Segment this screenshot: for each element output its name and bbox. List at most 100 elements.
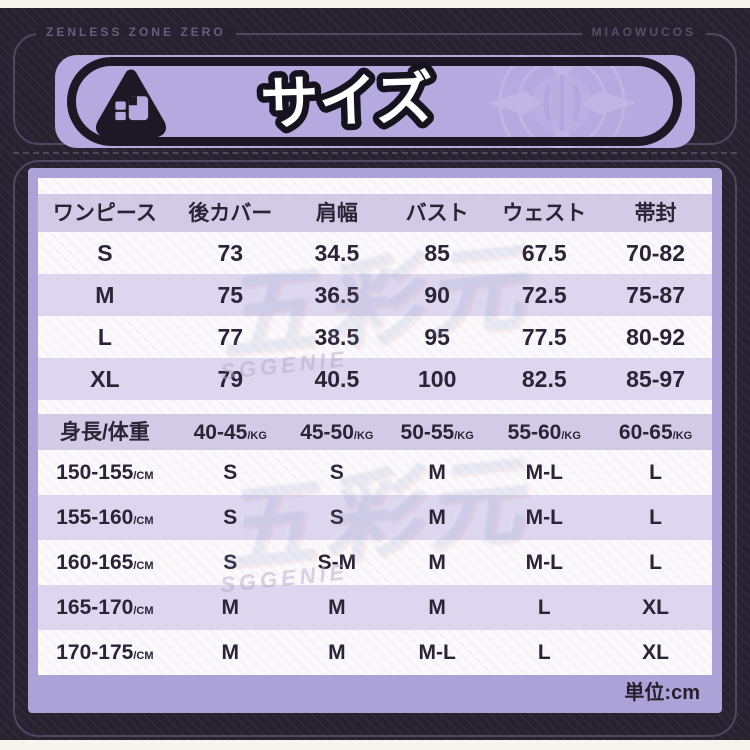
fit-size: M: [428, 596, 446, 619]
col-header-height-weight: 身長/体重: [59, 420, 150, 444]
value: 79: [217, 365, 244, 392]
table-row-size-xl: XL 79 40.5 100 82.5 85-97: [38, 358, 712, 400]
height-range: 155-160/CM: [38, 507, 172, 528]
value: 36.5: [314, 281, 360, 308]
height-value: 160-165: [56, 551, 134, 574]
value: 85-97: [626, 365, 685, 392]
unit-cm: /CM: [133, 650, 154, 662]
value: 77: [217, 323, 244, 350]
fit-size: M: [221, 641, 240, 664]
fit-size: M-L: [418, 641, 456, 664]
fit-size: M: [428, 551, 446, 574]
fit-size: M: [328, 596, 346, 619]
page-title: サイズ: [260, 66, 434, 137]
unit-kg: /KG: [561, 429, 581, 442]
fit-size: M-L: [525, 506, 563, 529]
height-range: 170-175/CM: [38, 642, 172, 663]
col-header-weight-range: 60-65/KG: [599, 422, 712, 443]
value: 70-82: [626, 239, 685, 266]
table-frame-outline: [13, 160, 737, 737]
fit-size: M-L: [525, 551, 563, 574]
page-title-svg: サイズ: [253, 60, 440, 144]
size-label: M: [95, 281, 115, 308]
fit-size: L: [649, 506, 662, 529]
col-header-shoulder: 肩幅: [315, 201, 358, 225]
size-label: XL: [90, 365, 120, 392]
fit-size: S: [223, 551, 238, 574]
fit-size: M: [328, 641, 346, 664]
page-edge-bottom: [0, 740, 750, 750]
unit-kg: /KG: [353, 429, 374, 442]
unit-cm: /CM: [133, 560, 154, 572]
fit-size: S: [223, 461, 238, 484]
unit-note: 単位:cm: [624, 682, 700, 704]
fit-size: S: [329, 461, 344, 484]
value: 85: [424, 239, 450, 266]
unit-kg: /KG: [454, 429, 474, 442]
fit-row-170-175: 170-175/CM M M M-L L XL: [38, 630, 712, 675]
weight-range: 60-65: [618, 420, 673, 444]
col-header-weight-range: 40-45/KG: [172, 422, 289, 443]
unit-kg: /KG: [672, 429, 693, 442]
fit-size: L: [649, 551, 662, 574]
fit-size: M: [221, 596, 240, 619]
col-header-weight-range: 50-55/KG: [385, 422, 490, 443]
col-header-waist: ウェスト: [502, 201, 587, 225]
height-value: 150-155: [56, 461, 134, 484]
size-label: L: [97, 323, 112, 350]
unit-cm: /CM: [133, 605, 154, 617]
dashed-divider: [13, 152, 737, 154]
value: 77.5: [521, 323, 567, 350]
value: 95: [424, 323, 450, 350]
fit-size: M-L: [525, 461, 563, 484]
height-value: 165-170: [56, 596, 134, 619]
weight-range: 45-50: [300, 420, 354, 444]
size-label: S: [97, 239, 113, 266]
height-value: 170-175: [56, 641, 134, 664]
unit-cm: /CM: [133, 515, 154, 527]
table-gap: [38, 400, 712, 414]
pill-border: [67, 57, 682, 146]
value: 100: [417, 365, 457, 392]
value: 67.5: [521, 239, 567, 266]
title-banner: サイズ: [55, 55, 695, 148]
fit-row-165-170: 165-170/CM M M M L XL: [38, 585, 712, 630]
fit-size: M: [428, 506, 446, 529]
value: 40.5: [314, 365, 360, 392]
fit-size: S: [223, 506, 238, 529]
fit-size: S: [329, 506, 344, 529]
value: 72.5: [521, 281, 567, 308]
col-header-weight-range: 55-60/KG: [489, 422, 599, 443]
fit-size: M: [428, 461, 446, 484]
value: 73: [217, 239, 244, 266]
table-row-size-s: S 73 34.5 85 67.5 70-82: [38, 232, 712, 274]
fist-glyph: [115, 96, 149, 121]
weight-range: 40-45: [193, 420, 248, 444]
fit-size: L: [537, 641, 551, 664]
height-range: 150-155/CM: [38, 462, 172, 483]
page-edge-top: [0, 0, 750, 8]
unit-cm: /CM: [133, 470, 154, 482]
fit-size: L: [537, 596, 551, 619]
height-value: 155-160: [56, 506, 134, 529]
height-range: 160-165/CM: [38, 552, 172, 573]
col-header-band: 帯封: [634, 201, 677, 225]
height-range: 165-170/CM: [38, 597, 172, 618]
weight-range: 50-55: [400, 420, 455, 444]
value: 38.5: [314, 323, 360, 350]
fit-size: S-M: [317, 551, 357, 574]
table-row-size-l: L 77 38.5 95 77.5 80-92: [38, 316, 712, 358]
weight-range: 55-60: [507, 420, 562, 444]
value: 80-92: [626, 323, 685, 350]
fit-row-155-160: 155-160/CM S S M M-L L: [38, 495, 712, 540]
fit-row-150-155: 150-155/CM S S M M-L L: [38, 450, 712, 495]
measurement-header-row: ワンピース 後カバー 肩幅 バスト ウェスト 帯封: [38, 194, 712, 232]
fit-header-row: 身長/体重 40-45/KG 45-50/KG 50-55/KG 55-60/K…: [38, 414, 712, 450]
value: 75: [217, 281, 244, 308]
size-table-sheet: ワンピース 後カバー 肩幅 バスト ウェスト 帯封 S 73 34.5 85 6…: [38, 178, 712, 675]
value: 82.5: [521, 365, 567, 392]
brand-miaowucos: MIAOWUCOS: [581, 25, 706, 39]
fit-row-160-165: 160-165/CM S S-M M M-L L: [38, 540, 712, 585]
fit-size: XL: [642, 641, 669, 664]
